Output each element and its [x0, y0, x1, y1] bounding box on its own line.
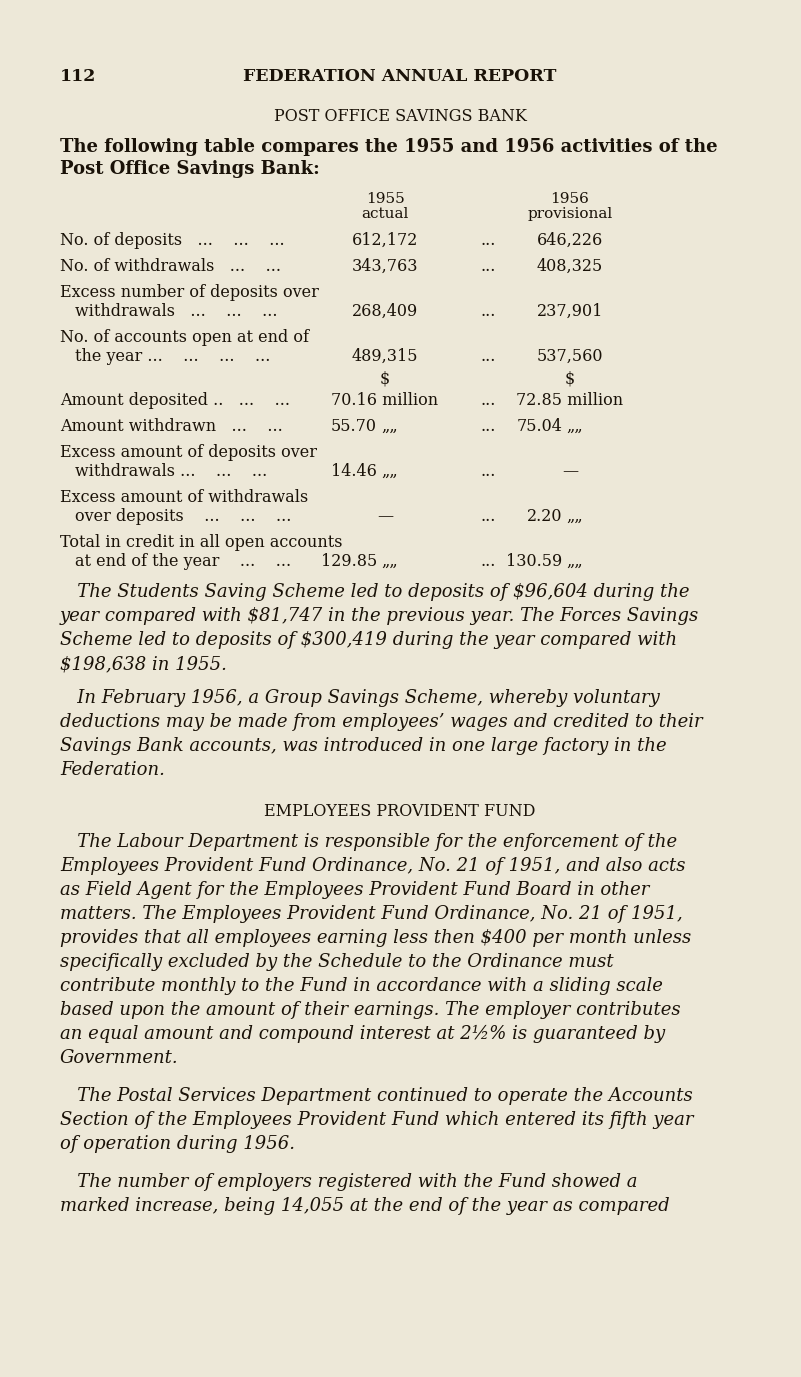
Text: actual: actual	[361, 207, 409, 220]
Text: 1955: 1955	[365, 191, 405, 207]
Text: at end of the year    ...    ...: at end of the year ... ...	[75, 554, 291, 570]
Text: 70.16 million: 70.16 million	[332, 392, 439, 409]
Text: 268,409: 268,409	[352, 303, 418, 319]
Text: matters. The Employees Provident Fund Ordinance, No. 21 of 1951,: matters. The Employees Provident Fund Or…	[60, 905, 682, 923]
Text: deductions may be made from employees’ wages and credited to their: deductions may be made from employees’ w…	[60, 713, 702, 731]
Text: Excess number of deposits over: Excess number of deposits over	[60, 284, 319, 302]
Text: „„: „„	[566, 419, 583, 435]
Text: provisional: provisional	[527, 207, 613, 220]
Text: Employees Provident Fund Ordinance, No. 21 of 1951, and also acts: Employees Provident Fund Ordinance, No. …	[60, 856, 686, 874]
Text: ...: ...	[481, 392, 496, 409]
Text: 646,226: 646,226	[537, 231, 603, 249]
Text: ...: ...	[481, 303, 496, 319]
Text: 1956: 1956	[550, 191, 590, 207]
Text: The following table compares the 1955 and 1956 activities of the: The following table compares the 1955 an…	[60, 138, 718, 156]
Text: No. of withdrawals   ...    ...: No. of withdrawals ... ...	[60, 257, 281, 275]
Text: FEDERATION ANNUAL REPORT: FEDERATION ANNUAL REPORT	[244, 67, 557, 85]
Text: Excess amount of withdrawals: Excess amount of withdrawals	[60, 489, 308, 505]
Text: „„: „„	[381, 419, 398, 435]
Text: 408,325: 408,325	[537, 257, 603, 275]
Text: 537,560: 537,560	[537, 348, 603, 365]
Text: ...: ...	[481, 257, 496, 275]
Text: 612,172: 612,172	[352, 231, 418, 249]
Text: 55.70: 55.70	[331, 419, 377, 435]
Text: POST OFFICE SAVINGS BANK: POST OFFICE SAVINGS BANK	[274, 107, 526, 125]
Text: ...: ...	[481, 231, 496, 249]
Text: marked increase, being 14,055 at the end of the year as compared: marked increase, being 14,055 at the end…	[60, 1197, 670, 1215]
Text: ...: ...	[481, 348, 496, 365]
Text: „„: „„	[381, 463, 398, 481]
Text: year compared with $81,747 in the previous year. The Forces Savings: year compared with $81,747 in the previo…	[60, 607, 699, 625]
Text: an equal amount and compound interest at 2½% is guaranteed by: an equal amount and compound interest at…	[60, 1024, 665, 1044]
Text: withdrawals ...    ...    ...: withdrawals ... ... ...	[75, 463, 268, 481]
Text: —: —	[562, 463, 578, 481]
Text: Section of the Employees Provident Fund which entered its fifth year: Section of the Employees Provident Fund …	[60, 1111, 694, 1129]
Text: „„: „„	[381, 554, 398, 570]
Text: as Field Agent for the Employees Provident Fund Board in other: as Field Agent for the Employees Provide…	[60, 881, 650, 899]
Text: Amount withdrawn   ...    ...: Amount withdrawn ... ...	[60, 419, 283, 435]
Text: over deposits    ...    ...    ...: over deposits ... ... ...	[75, 508, 292, 525]
Text: Post Office Savings Bank:: Post Office Savings Bank:	[60, 160, 320, 178]
Text: ...: ...	[481, 463, 496, 481]
Text: Total in credit in all open accounts: Total in credit in all open accounts	[60, 534, 343, 551]
Text: The Postal Services Department continued to operate the Accounts: The Postal Services Department continued…	[60, 1086, 693, 1104]
Text: Scheme led to deposits of $300,419 during the year compared with: Scheme led to deposits of $300,419 durin…	[60, 631, 677, 649]
Text: 343,763: 343,763	[352, 257, 418, 275]
Text: Savings Bank accounts, was introduced in one large factory in the: Savings Bank accounts, was introduced in…	[60, 737, 666, 755]
Text: Federation.: Federation.	[60, 761, 165, 779]
Text: 130.59: 130.59	[505, 554, 562, 570]
Text: „„: „„	[566, 508, 583, 525]
Text: of operation during 1956.: of operation during 1956.	[60, 1135, 295, 1153]
Text: 2.20: 2.20	[526, 508, 562, 525]
Text: —: —	[377, 508, 393, 525]
Text: 75.04: 75.04	[516, 419, 562, 435]
Text: withdrawals   ...    ...    ...: withdrawals ... ... ...	[75, 303, 277, 319]
Text: 112: 112	[60, 67, 96, 85]
Text: The number of employers registered with the Fund showed a: The number of employers registered with …	[60, 1173, 638, 1191]
Text: Government.: Government.	[60, 1049, 179, 1067]
Text: ...: ...	[481, 554, 496, 570]
Text: „„: „„	[566, 554, 583, 570]
Text: ...: ...	[481, 508, 496, 525]
Text: Amount deposited ..   ...    ...: Amount deposited .. ... ...	[60, 392, 290, 409]
Text: Excess amount of deposits over: Excess amount of deposits over	[60, 443, 317, 461]
Text: The Labour Department is responsible for the enforcement of the: The Labour Department is responsible for…	[60, 833, 677, 851]
Text: specifically excluded by the Schedule to the Ordinance must: specifically excluded by the Schedule to…	[60, 953, 614, 971]
Text: 14.46: 14.46	[331, 463, 377, 481]
Text: In February 1956, a Group Savings Scheme, whereby voluntary: In February 1956, a Group Savings Scheme…	[60, 688, 660, 706]
Text: EMPLOYEES PROVIDENT FUND: EMPLOYEES PROVIDENT FUND	[264, 803, 536, 819]
Text: The Students Saving Scheme led to deposits of $96,604 during the: The Students Saving Scheme led to deposi…	[60, 582, 690, 600]
Text: $198,638 in 1955.: $198,638 in 1955.	[60, 655, 227, 673]
Text: 237,901: 237,901	[537, 303, 603, 319]
Text: $: $	[565, 370, 575, 387]
Text: 129.85: 129.85	[320, 554, 377, 570]
Text: based upon the amount of their earnings. The employer contributes: based upon the amount of their earnings.…	[60, 1001, 681, 1019]
Text: 72.85 million: 72.85 million	[517, 392, 623, 409]
Text: No. of accounts open at end of: No. of accounts open at end of	[60, 329, 309, 346]
Text: No. of deposits   ...    ...    ...: No. of deposits ... ... ...	[60, 231, 284, 249]
Text: the year ...    ...    ...    ...: the year ... ... ... ...	[75, 348, 271, 365]
Text: 489,315: 489,315	[352, 348, 418, 365]
Text: $: $	[380, 370, 390, 387]
Text: ...: ...	[481, 419, 496, 435]
Text: provides that all employees earning less then $400 per month unless: provides that all employees earning less…	[60, 929, 691, 947]
Text: contribute monthly to the Fund in accordance with a sliding scale: contribute monthly to the Fund in accord…	[60, 978, 663, 996]
